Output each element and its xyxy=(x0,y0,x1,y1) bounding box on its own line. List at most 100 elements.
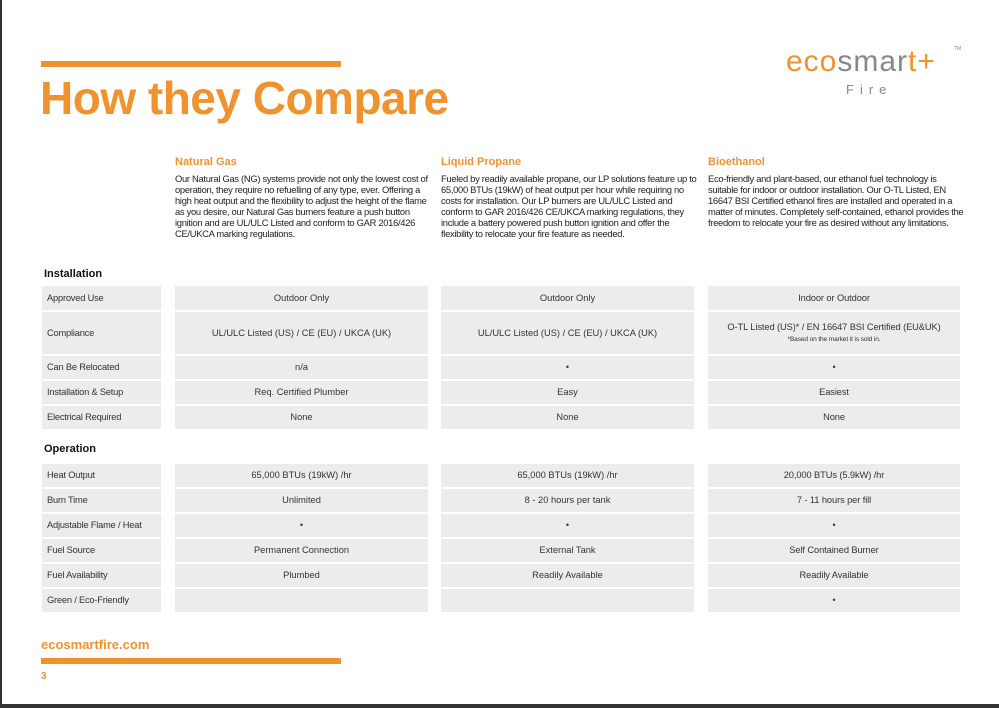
ecosmart-logo: ecosmart+ TM Fire xyxy=(786,46,976,104)
table-cell: Permanent Connection xyxy=(175,539,428,562)
cell-value: Outdoor Only xyxy=(273,292,330,303)
row-label: Adjustable Flame / Heat xyxy=(42,514,161,537)
table-row: Heat Output 65,000 BTUs (19kW) /hr 65,000 … xyxy=(42,464,960,487)
website-link[interactable]: ecosmartfire.com xyxy=(41,637,150,652)
top-accent-bar xyxy=(41,61,341,67)
row-label: Can Be Relocated xyxy=(42,356,161,379)
cell-value: UL/ULC Listed (US) / CE (EU) / UKCA (UK) xyxy=(477,327,658,338)
table-cell: Readily Available xyxy=(708,564,960,587)
table-row: Approved Use Outdoor Only Outdoor Only Indo… xyxy=(42,286,960,310)
row-label: Heat Output xyxy=(42,464,161,487)
cell-value: None xyxy=(823,412,845,422)
table-cell: • xyxy=(441,514,694,537)
bullet-icon: • xyxy=(565,520,570,530)
table-cell: Easiest xyxy=(708,381,960,404)
table-cell: UL/ULC Listed (US) / CE (EU) / UKCA (UK) xyxy=(441,312,694,354)
logo-wordmark: ecosmart+ xyxy=(786,45,936,78)
table-cell: Outdoor Only xyxy=(441,286,694,310)
cell-value: Outdoor Only xyxy=(539,292,596,303)
table-row: Green / Eco-Friendly • xyxy=(42,589,960,612)
table-cell: Outdoor Only xyxy=(175,286,428,310)
table-cell: 20,000 BTUs (5.9kW) /hr xyxy=(708,464,960,487)
table-row: Burn Time Unlimited 8 - 20 hours per tank 7… xyxy=(42,489,960,512)
table-cell: 65,000 BTUs (19kW) /hr xyxy=(441,464,694,487)
table-cell: • xyxy=(441,356,694,379)
table-cell: Req. Certified Plumber xyxy=(175,381,428,404)
row-label: Fuel Source xyxy=(42,539,161,562)
table-cell: None xyxy=(175,406,428,429)
cell-value: None xyxy=(556,412,579,422)
table-cell xyxy=(441,589,694,612)
table-cell: Indoor or Outdoor xyxy=(708,286,960,310)
bullet-icon: • xyxy=(832,595,836,605)
cell-value: n/a xyxy=(295,362,308,372)
page-number: 3 xyxy=(41,671,47,682)
table-cell: • xyxy=(708,514,960,537)
column-heading-liquid-propane: Liquid Propane xyxy=(441,156,522,168)
row-label: Approved Use xyxy=(42,286,161,310)
table-cell: UL/ULC Listed (US) / CE (EU) / UKCA (UK) xyxy=(175,312,428,354)
row-label: Fuel Availability xyxy=(42,564,161,587)
column-heading-natural-gas: Natural Gas xyxy=(175,156,237,168)
table-row: Can Be Relocated n/a • • xyxy=(42,356,960,379)
table-cell: Readily Available xyxy=(441,564,694,587)
table-cell: n/a xyxy=(175,356,428,379)
table-cell: 7 - 11 hours per fill xyxy=(708,489,960,512)
cell-value: Unlimited xyxy=(282,495,321,505)
row-label: Burn Time xyxy=(42,489,161,512)
cell-value: 65,000 BTUs (19kW) /hr xyxy=(251,470,352,480)
cell-value: Plumbed xyxy=(283,570,320,580)
table-cell: • xyxy=(175,514,428,537)
table-row: Fuel Source Permanent Connection External … xyxy=(42,539,960,562)
table-cell: O-TL Listed (US)* / EN 16647 BSI Certifi… xyxy=(708,312,960,354)
table-cell: 65,000 BTUs (19kW) /hr xyxy=(175,464,428,487)
table-cell: 8 - 20 hours per tank xyxy=(441,489,694,512)
table-cell: Unlimited xyxy=(175,489,428,512)
table-row: Electrical Required None None None xyxy=(42,406,960,429)
bullet-icon: • xyxy=(299,520,304,530)
description-bioethanol: Eco-friendly and plant-based, our ethano… xyxy=(708,173,964,228)
cell-value: Self Contained Burner xyxy=(789,545,879,555)
table-cell: Plumbed xyxy=(175,564,428,587)
bullet-icon: • xyxy=(565,362,570,372)
logo-trademark: TM xyxy=(954,46,962,52)
bullet-icon: • xyxy=(832,520,836,530)
footnote: *Based on the market it is sold in. xyxy=(787,336,881,343)
page-title: How they Compare xyxy=(40,72,449,124)
table-row: Adjustable Flame / Heat • • • xyxy=(42,514,960,537)
row-label: Electrical Required xyxy=(42,406,161,429)
table-cell: Easy xyxy=(441,381,694,404)
cell-value: Easy xyxy=(557,387,578,397)
description-natural-gas: Our Natural Gas (NG) systems provide not… xyxy=(175,173,428,239)
table-cell: • xyxy=(708,356,960,379)
row-label: Compliance xyxy=(42,312,161,354)
bullet-icon: • xyxy=(832,362,836,372)
section-heading-installation: Installation xyxy=(44,268,103,280)
description-liquid-propane: Fueled by readily available propane, our… xyxy=(441,173,697,239)
cell-value: 65,000 BTUs (19kW) /hr xyxy=(517,470,618,480)
table-cell: External Tank xyxy=(441,539,694,562)
page-edge xyxy=(0,0,2,708)
cell-value: External Tank xyxy=(539,545,596,555)
table-row: Compliance UL/ULC Listed (US) / CE (EU) /… xyxy=(42,312,960,354)
table-row: Installation & Setup Req. Certified Plumb… xyxy=(42,381,960,404)
cell-value: None xyxy=(290,412,313,422)
logo-subtitle: Fire xyxy=(846,82,893,97)
cell-value: O-TL Listed (US)* / EN 16647 BSI Certifi… xyxy=(727,322,941,332)
column-heading-bioethanol: Bioethanol xyxy=(708,156,765,168)
cell-value: Req. Certified Plumber xyxy=(254,387,349,397)
cell-value: Indoor or Outdoor xyxy=(798,292,870,303)
cell-value: Readily Available xyxy=(532,570,603,580)
row-label: Installation & Setup xyxy=(42,381,161,404)
cell-value: UL/ULC Listed (US) / CE (EU) / UKCA (UK) xyxy=(211,327,392,338)
cell-value: 7 - 11 hours per fill xyxy=(796,495,872,505)
table-row: Fuel Availability Plumbed Readily Availabl… xyxy=(42,564,960,587)
table-cell: None xyxy=(708,406,960,429)
table-cell: None xyxy=(441,406,694,429)
table-cell xyxy=(175,589,428,612)
row-label: Green / Eco-Friendly xyxy=(42,589,161,612)
cell-value: Permanent Connection xyxy=(253,545,350,555)
bottom-accent-bar xyxy=(41,658,341,664)
page-edge-bottom xyxy=(0,704,999,708)
section-heading-operation: Operation xyxy=(44,443,96,455)
